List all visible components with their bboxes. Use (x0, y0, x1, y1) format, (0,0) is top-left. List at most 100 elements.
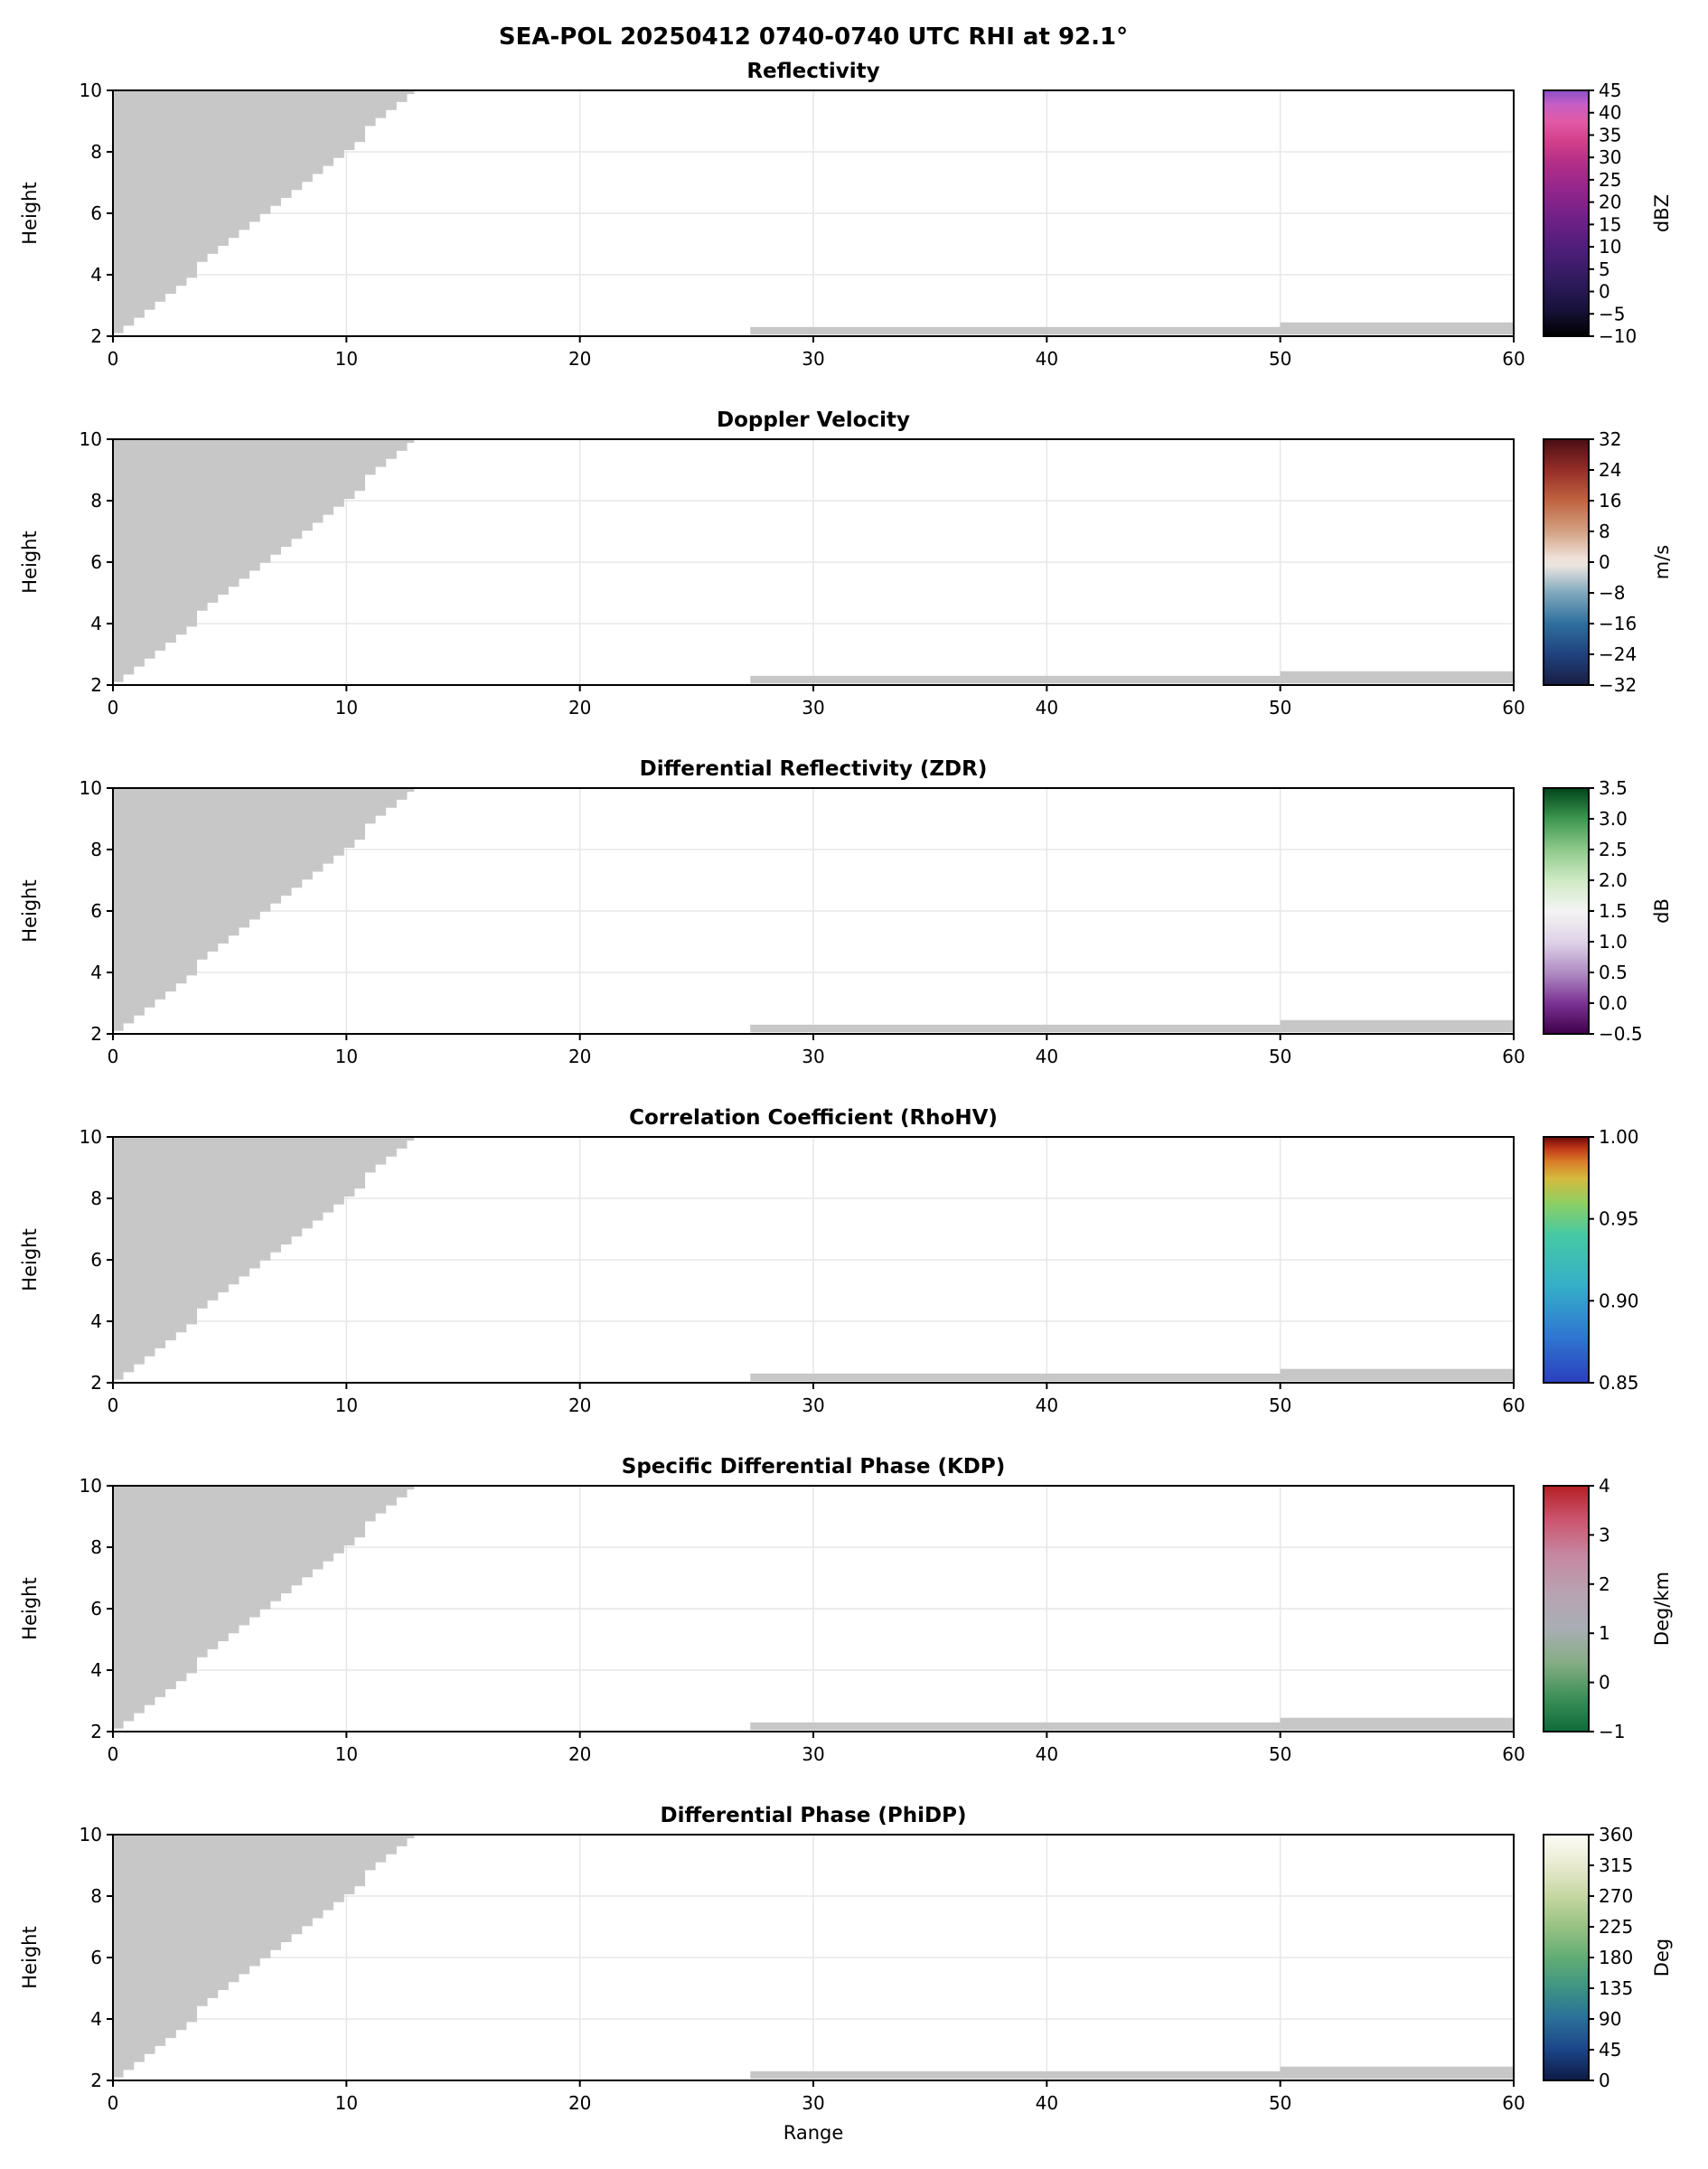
colorbar-tick-label: 360 (1599, 1824, 1633, 1845)
x-axis-label: Range (783, 2122, 844, 2144)
x-tick-label: 60 (1502, 1743, 1525, 1765)
colorbar-tick-label: 30 (1599, 146, 1621, 168)
colorbar (1544, 1835, 1589, 2080)
x-tick-label: 60 (1502, 2092, 1525, 2114)
y-tick-label: 8 (90, 839, 102, 860)
colorbar-tick-label: 8 (1599, 521, 1610, 542)
x-tick-label: 10 (335, 2092, 358, 2114)
axis-ticks (107, 1485, 1515, 1738)
x-tick-label: 60 (1502, 348, 1525, 370)
x-tick-label: 30 (802, 2092, 824, 2114)
near-ground-strip (1280, 671, 1514, 684)
colorbar-tick-label: 1.5 (1599, 900, 1628, 922)
colorbar-tick-label: 45 (1599, 2039, 1621, 2061)
gridlines (113, 788, 1514, 1034)
panel-title: Doppler Velocity (717, 408, 910, 432)
panel-rhohv: 0 10 20 30 40 50 60 2 4 6 8 10 Height Correlation Coe… (19, 1106, 1639, 1416)
near-ground-strip (1280, 1368, 1514, 1382)
colorbar-tick-labels: 0.85 0.90 0.95 1.00 (1599, 1126, 1639, 1394)
colorbar-tick-label: 3.0 (1599, 808, 1628, 830)
colorbar-tick-label: −32 (1599, 674, 1637, 696)
x-tick-label: 20 (568, 1046, 591, 1067)
colorbar-tick-label: −16 (1599, 613, 1637, 634)
y-tick-label: 6 (90, 900, 102, 922)
colorbar-tick-label: 90 (1599, 2008, 1621, 2030)
beam-blockage-wedge (113, 788, 415, 1031)
y-tick-label: 6 (90, 202, 102, 224)
x-tick-label: 10 (335, 1046, 358, 1067)
x-tick-label: 20 (568, 348, 591, 370)
beam-blockage-wedge (113, 90, 415, 333)
x-tick-label: 0 (108, 2092, 119, 2114)
x-tick-label: 10 (335, 348, 358, 370)
x-tick-label: 30 (802, 1394, 824, 1416)
y-tick-label: 2 (90, 1023, 102, 1045)
colorbar-tick-label: 0 (1599, 281, 1610, 303)
y-tick-label: 10 (80, 1475, 102, 1497)
gridlines (113, 1835, 1514, 2080)
x-tick-label: 50 (1269, 697, 1291, 718)
near-ground-strip (750, 1722, 1281, 1731)
colorbar-tick-label: 2.0 (1599, 869, 1628, 891)
colorbar-unit-label: m/s (1651, 545, 1673, 579)
colorbar-tick-label: 25 (1599, 169, 1621, 191)
colorbar-tick-label: 270 (1599, 1885, 1633, 1907)
colorbar (1544, 439, 1589, 685)
colorbar-tick-label: 16 (1599, 490, 1621, 512)
colorbar-frame (1543, 1485, 1590, 1732)
colorbar-tick-label: 35 (1599, 124, 1621, 146)
colorbar-frame (1543, 1136, 1590, 1384)
panel-phidp: 0 10 20 30 40 50 60 2 4 6 8 10 Height Differential Ph… (19, 1804, 1673, 2114)
x-tick-label: 30 (802, 348, 824, 370)
x-tick-label: 50 (1269, 1743, 1291, 1765)
y-axis-label: Height (19, 1228, 41, 1291)
colorbar-ticks (1589, 1136, 1594, 1384)
colorbar-unit-label: Deg (1651, 1939, 1673, 1977)
x-tick-label: 40 (1036, 1394, 1058, 1416)
y-tick-label: 2 (90, 674, 102, 696)
colorbar-tick-label: −1 (1599, 1721, 1625, 1742)
tick-labels: 0 10 20 30 40 50 60 2 4 6 8 10 (80, 777, 1525, 1067)
x-tick-label: 10 (335, 697, 358, 718)
x-tick-label: 0 (108, 1743, 119, 1765)
y-axis-label: Height (19, 531, 41, 593)
colorbar-tick-label: 1.0 (1599, 931, 1628, 953)
near-ground-strip (1280, 1717, 1514, 1731)
gridlines (113, 90, 1514, 336)
colorbar-tick-label: 0 (1599, 2070, 1610, 2091)
y-tick-label: 4 (90, 613, 102, 634)
colorbar-tick-label: 2 (1599, 1573, 1610, 1595)
panel-title: Specific Differential Phase (KDP) (622, 1455, 1006, 1479)
y-tick-label: 6 (90, 1598, 102, 1620)
x-tick-label: 10 (335, 1394, 358, 1416)
colorbar-tick-label: −0.5 (1599, 1023, 1643, 1045)
y-tick-label: 4 (90, 962, 102, 983)
no-data-mask (113, 1835, 1514, 2080)
x-tick-label: 50 (1269, 2092, 1291, 2114)
y-tick-label: 10 (80, 428, 102, 450)
x-tick-label: 20 (568, 2092, 591, 2114)
colorbar-unit-label: Deg/km (1651, 1572, 1673, 1646)
colorbar-tick-label: −5 (1599, 303, 1625, 324)
colorbar-tick-label: 225 (1599, 1916, 1633, 1938)
colorbar-tick-label: −8 (1599, 582, 1625, 604)
x-tick-label: 50 (1269, 348, 1291, 370)
colorbar-tick-label: 40 (1599, 102, 1621, 124)
colorbar-tick-label: 315 (1599, 1854, 1633, 1876)
beam-blockage-wedge (113, 439, 415, 682)
near-ground-strip (1280, 1019, 1514, 1033)
y-tick-label: 8 (90, 490, 102, 512)
axis-ticks (107, 438, 1515, 691)
beam-blockage-wedge (113, 1486, 415, 1729)
colorbar-tick-label: −10 (1599, 325, 1637, 347)
axis-ticks (107, 787, 1515, 1040)
near-ground-strip (750, 326, 1281, 335)
colorbar-tick-labels: −0.5 0.0 0.5 1.0 1.5 2.0 2.5 3.0 3.5 (1599, 777, 1643, 1045)
x-tick-label: 40 (1036, 1743, 1058, 1765)
colorbar-tick-label: 180 (1599, 1947, 1633, 1968)
colorbar-tick-label: 0 (1599, 551, 1610, 573)
y-axis-label: Height (19, 879, 41, 942)
